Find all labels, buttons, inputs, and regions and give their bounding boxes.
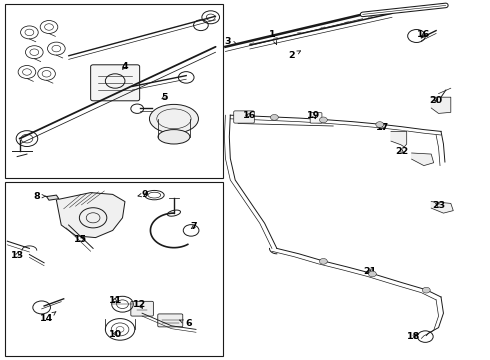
FancyBboxPatch shape [131,301,153,316]
Text: 12: 12 [133,300,147,309]
Polygon shape [412,153,434,166]
Text: 6: 6 [180,320,192,328]
Text: 2: 2 [288,51,300,60]
Text: 18: 18 [407,332,421,341]
Circle shape [319,258,327,264]
Circle shape [270,114,278,120]
Text: 22: 22 [395,147,409,156]
FancyBboxPatch shape [158,314,183,327]
Text: 3: 3 [224,37,237,46]
FancyBboxPatch shape [91,65,140,101]
Text: 7: 7 [190,222,197,231]
Circle shape [368,271,376,277]
Text: 13: 13 [11,251,24,260]
Polygon shape [431,97,451,113]
Text: 10: 10 [109,330,122,339]
Text: 21: 21 [363,267,377,276]
FancyBboxPatch shape [310,113,322,123]
Text: 19: 19 [307,111,320,120]
Text: 9: 9 [138,190,148,199]
Ellipse shape [158,130,190,144]
Polygon shape [391,131,407,147]
Text: 11: 11 [108,296,122,305]
Polygon shape [56,193,125,238]
Text: 16: 16 [417,30,431,39]
Text: 16: 16 [243,111,257,120]
Text: 17: 17 [375,123,389,132]
Bar [5,182,223,356]
Text: 1: 1 [269,30,277,44]
Polygon shape [47,195,59,200]
Ellipse shape [149,104,198,133]
Bar [5,4,223,178]
Text: 23: 23 [432,201,445,210]
Text: 20: 20 [430,96,442,105]
Text: 5: 5 [161,93,168,102]
Polygon shape [431,202,453,213]
Text: 15: 15 [74,235,87,244]
Text: 14: 14 [40,312,56,323]
Circle shape [422,287,430,293]
Circle shape [376,122,384,127]
Text: 4: 4 [122,62,128,71]
FancyBboxPatch shape [234,111,254,123]
Text: 8: 8 [33,192,46,201]
Circle shape [319,117,327,123]
